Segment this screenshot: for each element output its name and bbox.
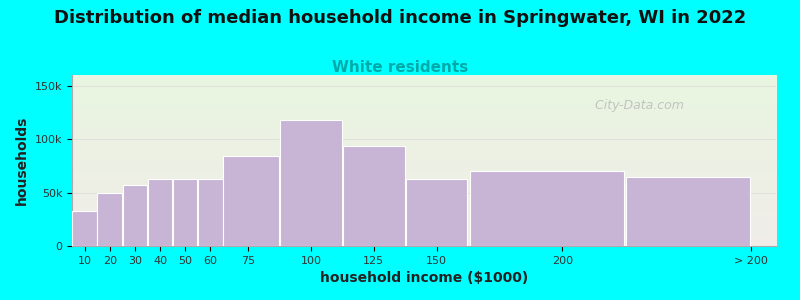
Bar (198, 179, 222, 246)
Y-axis label: households: households (15, 116, 30, 205)
Bar (122, 185, 147, 246)
Bar (626, 176, 750, 246)
Text: White residents: White residents (332, 60, 468, 75)
Bar (173, 179, 198, 246)
Bar (148, 179, 172, 246)
Text: Distribution of median household income in Springwater, WI in 2022: Distribution of median household income … (54, 9, 746, 27)
Bar (98, 193, 122, 246)
Bar (406, 179, 467, 246)
Text: City-Data.com: City-Data.com (586, 99, 684, 112)
Bar (470, 171, 623, 246)
Bar (343, 146, 405, 246)
Bar (72, 211, 97, 246)
X-axis label: household income ($1000): household income ($1000) (320, 271, 528, 285)
Bar (223, 156, 279, 246)
Bar (280, 120, 342, 246)
